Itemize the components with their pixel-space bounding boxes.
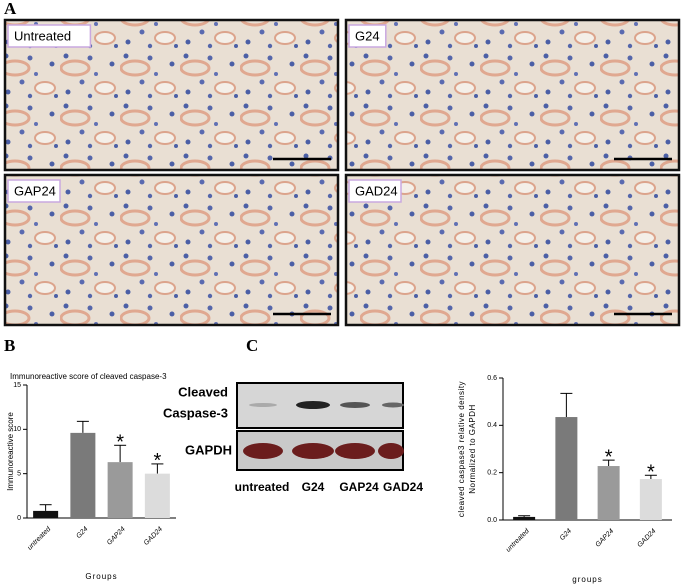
x-tick-label: GAD24 [636, 528, 657, 549]
image-label-box [348, 24, 387, 48]
x-tick-label: GAP24 [594, 528, 615, 549]
image-label-box [348, 179, 402, 203]
band [249, 403, 277, 407]
x-tick-label: G24 [75, 526, 89, 540]
y-axis-label: Normalized to GAPDH [468, 404, 477, 494]
lane-label: G24 [302, 480, 325, 494]
lane-label: untreated [235, 480, 290, 494]
x-tick-label: untreated [26, 525, 53, 552]
image-label-box [7, 24, 92, 48]
bar [33, 510, 59, 518]
bar [639, 479, 662, 520]
y-tick-label: 0 [17, 515, 21, 522]
image-label: Untreated [14, 28, 71, 43]
band [340, 402, 370, 408]
band [378, 443, 404, 459]
y-axis-label: Immunoreactive score [6, 412, 15, 491]
x-tick-label: GAD24 [143, 526, 164, 547]
x-axis-label: Groups [85, 572, 117, 581]
bar [513, 516, 536, 520]
significance: * [153, 450, 161, 472]
lane-label: GAP24 [339, 480, 379, 494]
x-axis-label: groups [572, 575, 602, 584]
chart-title: Immunoreactive score of cleaved caspase-… [10, 372, 167, 381]
y-axis-label: cleaved caspase3 relative density [457, 381, 466, 517]
band [292, 443, 334, 459]
panel-label: A [4, 0, 17, 18]
image-label-box [7, 179, 61, 203]
x-tick-label: untreated [505, 527, 532, 554]
y-tick-label: 0.2 [487, 470, 497, 477]
blot-label: GAPDH [185, 442, 232, 457]
band [243, 443, 283, 459]
significance: * [116, 432, 124, 454]
bar [144, 473, 170, 518]
blot-label: Caspase-3 [163, 405, 228, 420]
panel-label: B [4, 336, 15, 355]
y-tick-label: 0.6 [487, 375, 497, 382]
band [296, 401, 330, 409]
panel-label: C [246, 336, 258, 355]
x-tick-label: G24 [559, 528, 573, 542]
significance: * [647, 462, 655, 484]
image-label: GAP24 [14, 183, 56, 198]
bar [70, 432, 96, 518]
image-label: G24 [355, 28, 380, 43]
blot-label: Cleaved [178, 384, 228, 399]
bar [555, 417, 578, 520]
significance: * [605, 446, 613, 468]
bar [107, 462, 133, 518]
micrograph [344, 18, 681, 172]
x-tick-label: GAP24 [106, 526, 127, 547]
y-tick-label: 0.0 [487, 517, 497, 524]
y-tick-label: 5 [17, 471, 21, 478]
y-tick-label: 10 [13, 426, 21, 433]
bar [597, 466, 620, 520]
y-tick-label: 0.4 [487, 422, 497, 429]
lane-label: GAD24 [383, 480, 423, 494]
y-tick-label: 15 [13, 382, 21, 389]
band [335, 443, 375, 459]
image-label: GAD24 [355, 183, 398, 198]
band [382, 402, 404, 408]
